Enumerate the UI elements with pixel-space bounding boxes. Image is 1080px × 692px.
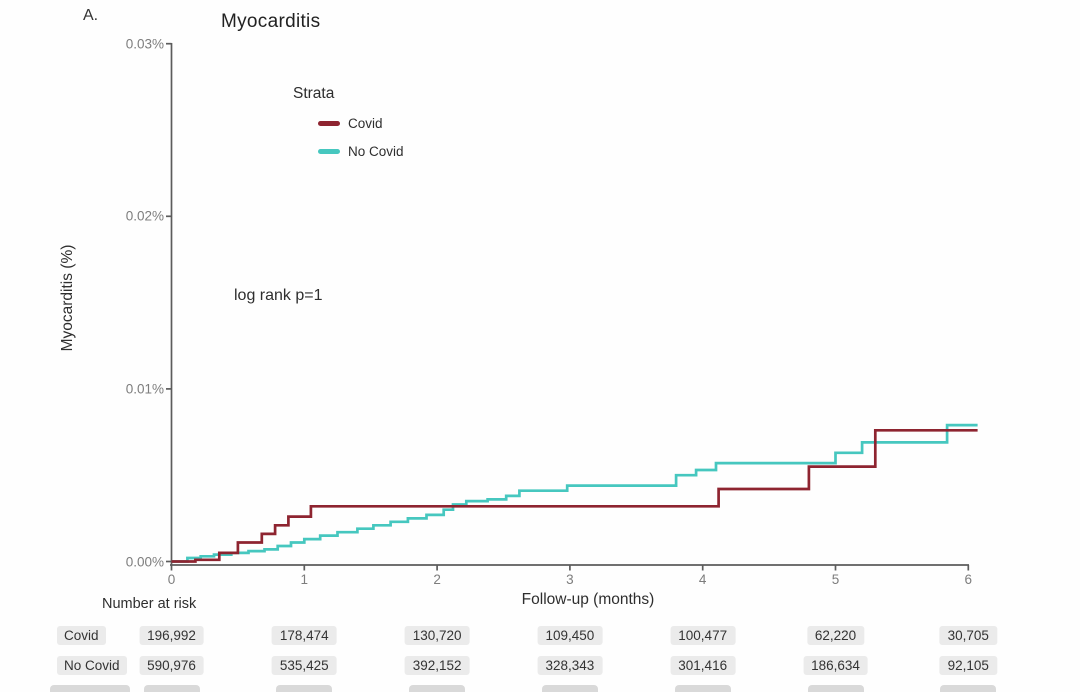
curve-covid (171, 428, 978, 563)
risk-cell: 130,720 (404, 626, 470, 645)
no-covid-line-swatch-icon (318, 149, 340, 154)
panel-label: A. (83, 7, 99, 24)
y-tick-label: 0.01% (125, 381, 164, 397)
risk-cell: 392,152 (404, 656, 470, 675)
x-tick-label: 6 (964, 572, 973, 587)
risk-cell: 62,220 (806, 626, 865, 645)
legend-title: Strata (293, 85, 335, 102)
cropped-pill (940, 685, 997, 692)
curve-no-covid (171, 423, 978, 563)
cropped-pill (143, 685, 200, 692)
risk-cell: 92,105 (939, 656, 997, 675)
log-rank-annotation: log rank p=1 (234, 287, 323, 304)
risk-cell: 30,705 (939, 626, 997, 645)
cropped-pill (276, 685, 333, 692)
cropped-pill (807, 685, 864, 692)
risk-cell: 328,343 (537, 656, 603, 675)
y-tick-label: 0.02% (125, 208, 164, 224)
chart-legend: Strata Covid No Covid (293, 85, 404, 159)
legend-item-no-covid: No Covid (318, 144, 404, 159)
covid-line-swatch-icon (318, 121, 340, 126)
risk-row-label: Covid (57, 626, 106, 645)
x-tick-label: 1 (300, 572, 309, 587)
cropped-pill (50, 685, 130, 692)
risk-cell: 590,976 (139, 656, 204, 675)
x-tick-label: 0 (167, 572, 176, 587)
x-tick-label: 5 (831, 572, 840, 587)
cropped-pill (674, 685, 731, 692)
chart-title: Myocarditis (221, 11, 321, 32)
risk-cell: 100,477 (670, 626, 736, 645)
x-axis-title: Follow-up (months) (521, 591, 655, 608)
risk-cell: 178,474 (271, 626, 337, 645)
risk-cell: 535,425 (271, 656, 337, 675)
x-tick-label: 2 (433, 572, 441, 587)
cropped-pill (409, 685, 466, 692)
legend-label-covid: Covid (348, 116, 383, 131)
legend-label-no-covid: No Covid (348, 144, 404, 159)
y-tick-label: 0.00% (125, 554, 164, 569)
cropped-pill (541, 685, 598, 692)
risk-cell: 109,450 (537, 626, 603, 645)
legend-item-covid: Covid (318, 116, 404, 131)
risk-cell: 186,634 (803, 656, 868, 675)
x-tick-label: 4 (698, 572, 707, 587)
risk-row-label: No Covid (57, 656, 127, 675)
risk-table-title: Number at risk (102, 596, 197, 612)
risk-cell: 301,416 (670, 656, 736, 675)
x-tick-label: 3 (566, 572, 574, 587)
y-axis-title: Myocarditis (%) (59, 244, 76, 352)
y-tick-label: 0.03% (125, 36, 164, 52)
risk-cell: 196,992 (139, 626, 204, 645)
